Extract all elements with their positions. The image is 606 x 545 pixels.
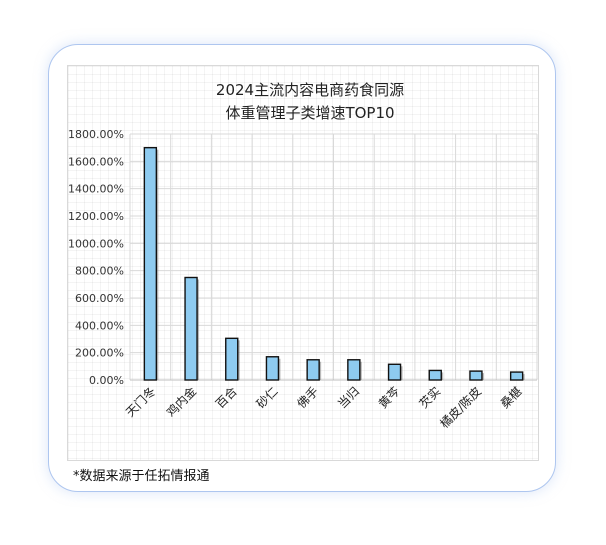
footnote: *数据来源于任拓情报通 [73,469,210,484]
bar [265,356,280,381]
y-tick-label: 1600.00% [68,155,124,168]
bar [347,359,361,381]
x-category-label: 砂仁 [254,384,281,411]
x-category-label: 佛手 [294,384,321,411]
bar [225,337,239,381]
bar [306,359,320,381]
x-category-label: 天门冬 [122,384,158,420]
x-category-label: 鸡内金 [163,384,199,420]
bar [509,371,524,381]
y-tick-label: 800.00% [75,265,124,278]
y-tick-label: 400.00% [75,319,124,332]
y-axis: 0.00% 200.00% 400.00% 600.00% 800.00% 1000.00… [68,128,537,387]
bar [428,369,442,381]
bars [143,146,525,381]
x-category-label: 橘皮/陈皮 [437,384,484,431]
chart-panel [67,65,539,461]
bar [184,276,198,381]
chart-title-line-1: 2024主流内容电商药食同源 [216,81,404,99]
chart-title-line-2: 体重管理子类增速TOP10 [225,104,394,122]
y-tick-label: 1200.00% [68,210,124,223]
y-tick-label: 1800.00% [68,128,124,141]
y-tick-label: 600.00% [75,292,124,305]
bar [469,370,483,381]
x-category-label: 桑椹 [498,384,525,411]
y-tick-label: 200.00% [75,347,124,360]
x-category-label: 百合 [212,384,240,412]
y-tick-label: 1000.00% [68,237,124,250]
x-category-label: 芡实 [416,384,444,412]
y-tick-label: 0.00% [89,374,124,387]
x-category-label: 当归 [335,384,362,411]
bar [143,146,158,381]
x-category-label: 黄芩 [376,384,403,411]
bar [387,363,402,381]
y-tick-label: 1400.00% [68,183,124,196]
